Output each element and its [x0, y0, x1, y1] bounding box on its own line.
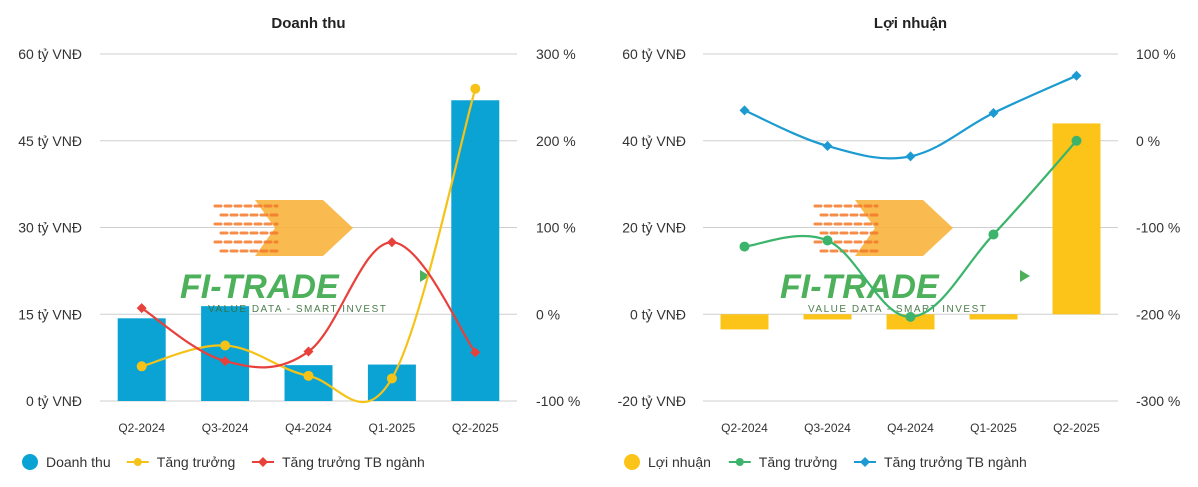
watermark-tagline: VALUE DATA - SMART INVEST: [208, 304, 387, 315]
line-point-diamond[interactable]: [386, 237, 397, 248]
left-axis-tick-label: 20 tỷ VNĐ: [622, 220, 686, 236]
logo-chevron-icon: [255, 200, 353, 256]
right-axis-tick-label: -100 %: [1136, 220, 1180, 236]
x-axis-tick-label: Q1-2025: [970, 421, 1017, 435]
legend-swatch-icon: [22, 454, 38, 470]
line-point-circle[interactable]: [136, 361, 147, 372]
line-point-circle[interactable]: [386, 373, 397, 384]
x-axis-tick-label: Q2-2024: [118, 421, 165, 435]
line-point-diamond[interactable]: [988, 107, 999, 118]
legend-label: Tăng trưởng: [759, 454, 837, 470]
chart-title: Doanh thu: [271, 15, 345, 32]
left-axis-tick-label: 40 tỷ VNĐ: [622, 133, 686, 149]
bar-doanh-thu[interactable]: [201, 306, 250, 401]
line-point-diamond[interactable]: [220, 356, 231, 367]
left-axis-tick-label: 15 tỷ VNĐ: [18, 306, 82, 322]
left-axis-tick-label: 60 tỷ VNĐ: [622, 46, 686, 62]
chart-1: Lợi nhuận -20 tỷ VNĐ 0 tỷ VNĐ 20 tỷ VNĐ 40 t…: [618, 15, 1181, 435]
chart-lines-1: Lợi nhuận Tăng trưởng Tăng trưởng TB ngành: [624, 70, 1082, 470]
line-point-diamond[interactable]: [822, 140, 833, 151]
legend-label: Tăng trưởng TB ngành: [884, 454, 1027, 470]
bar-doanh-thu[interactable]: [117, 318, 166, 401]
left-axis-tick-label: 60 tỷ VNĐ: [18, 46, 82, 62]
legend-diamond-icon: [258, 457, 268, 467]
legend-item[interactable]: Tăng trưởng: [126, 454, 235, 470]
chart-title: Lợi nhuận: [874, 15, 947, 32]
left-axis-tick-label: 0 tỷ VNĐ: [630, 306, 686, 322]
legend-item[interactable]: Tăng trưởng TB ngành: [252, 454, 425, 470]
series-line: [141, 88, 477, 403]
legend-circle-icon: [133, 458, 142, 466]
x-axis-tick-label: Q4-2024: [887, 421, 934, 435]
line-point-diamond[interactable]: [1071, 70, 1082, 81]
chart-lines-0: Doanh thu Tăng trưởng Tăng trưởng TB ngành: [22, 83, 481, 470]
right-axis-tick-label: -100 %: [536, 393, 580, 409]
line-point-circle[interactable]: [988, 229, 999, 240]
line-point-diamond[interactable]: [905, 151, 916, 162]
watermark-text: FI-TRADE: [780, 268, 940, 306]
legend-label: Lợi nhuận: [648, 454, 711, 470]
line-point-diamond[interactable]: [739, 105, 750, 116]
logo-chevron-icon: [855, 200, 953, 256]
x-axis-tick-label: Q3-2024: [202, 421, 249, 435]
legend-item[interactable]: Lợi nhuận: [624, 454, 711, 470]
legend-item[interactable]: Tăng trưởng: [728, 454, 837, 470]
legend-diamond-icon: [860, 457, 870, 467]
bar-lợi-nhuận[interactable]: [720, 314, 769, 330]
legend-label: Tăng trưởng: [157, 454, 235, 470]
line-point-circle[interactable]: [303, 370, 314, 381]
line-point-circle[interactable]: [470, 83, 481, 94]
line-point-diamond[interactable]: [303, 346, 314, 357]
legend-item[interactable]: Tăng trưởng TB ngành: [854, 454, 1027, 470]
left-axis-tick-label: 30 tỷ VNĐ: [18, 220, 82, 236]
line-point-circle[interactable]: [220, 340, 231, 351]
legend-item[interactable]: Doanh thu: [22, 454, 111, 470]
series-line: [744, 74, 1077, 160]
line-point-diamond[interactable]: [470, 347, 481, 358]
line-point-circle[interactable]: [822, 235, 833, 246]
left-axis-tick-label: 0 tỷ VNĐ: [26, 393, 82, 409]
x-axis-tick-label: Q3-2024: [804, 421, 851, 435]
bar-lợi-nhuận[interactable]: [969, 314, 1018, 320]
logo-arrow-icon: [420, 270, 430, 282]
logo-arrow-icon: [1020, 270, 1030, 282]
right-axis-tick-label: 300 %: [536, 46, 576, 62]
legend-label: Tăng trưởng TB ngành: [282, 454, 425, 470]
right-axis-tick-label: 100 %: [536, 220, 576, 236]
series-line: [141, 241, 477, 369]
legend: Doanh thu Tăng trưởng Tăng trưởng TB ngành: [22, 454, 425, 470]
right-axis-tick-label: 200 %: [536, 133, 576, 149]
left-axis-tick-label: 45 tỷ VNĐ: [18, 133, 82, 149]
x-axis-tick-label: Q4-2024: [285, 421, 332, 435]
left-axis-tick-label: -20 tỷ VNĐ: [618, 393, 686, 409]
x-axis-tick-label: Q2-2024: [721, 421, 768, 435]
watermark-text: FI-TRADE: [180, 268, 340, 306]
right-axis-tick-label: 100 %: [1136, 46, 1176, 62]
legend-swatch-icon: [624, 454, 640, 470]
line-point-diamond[interactable]: [136, 303, 147, 314]
legend-circle-icon: [735, 458, 744, 466]
line-point-circle[interactable]: [905, 311, 916, 322]
x-axis-tick-label: Q2-2025: [1053, 421, 1100, 435]
bar-lợi-nhuận[interactable]: [1052, 123, 1101, 315]
x-axis-tick-label: Q2-2025: [452, 421, 499, 435]
right-axis-tick-label: 0 %: [536, 306, 560, 322]
right-axis-tick-label: -300 %: [1136, 393, 1180, 409]
bar-lợi-nhuận[interactable]: [803, 314, 852, 320]
watermark-tagline: VALUE DATA - SMART INVEST: [808, 304, 987, 315]
x-axis-tick-label: Q1-2025: [369, 421, 416, 435]
line-point-circle[interactable]: [1071, 135, 1082, 146]
right-axis-tick-label: -200 %: [1136, 306, 1180, 322]
line-point-circle[interactable]: [739, 241, 750, 252]
legend-label: Doanh thu: [46, 454, 111, 470]
legend: Lợi nhuận Tăng trưởng Tăng trưởng TB ngành: [624, 454, 1027, 470]
right-axis-tick-label: 0 %: [1136, 133, 1160, 149]
